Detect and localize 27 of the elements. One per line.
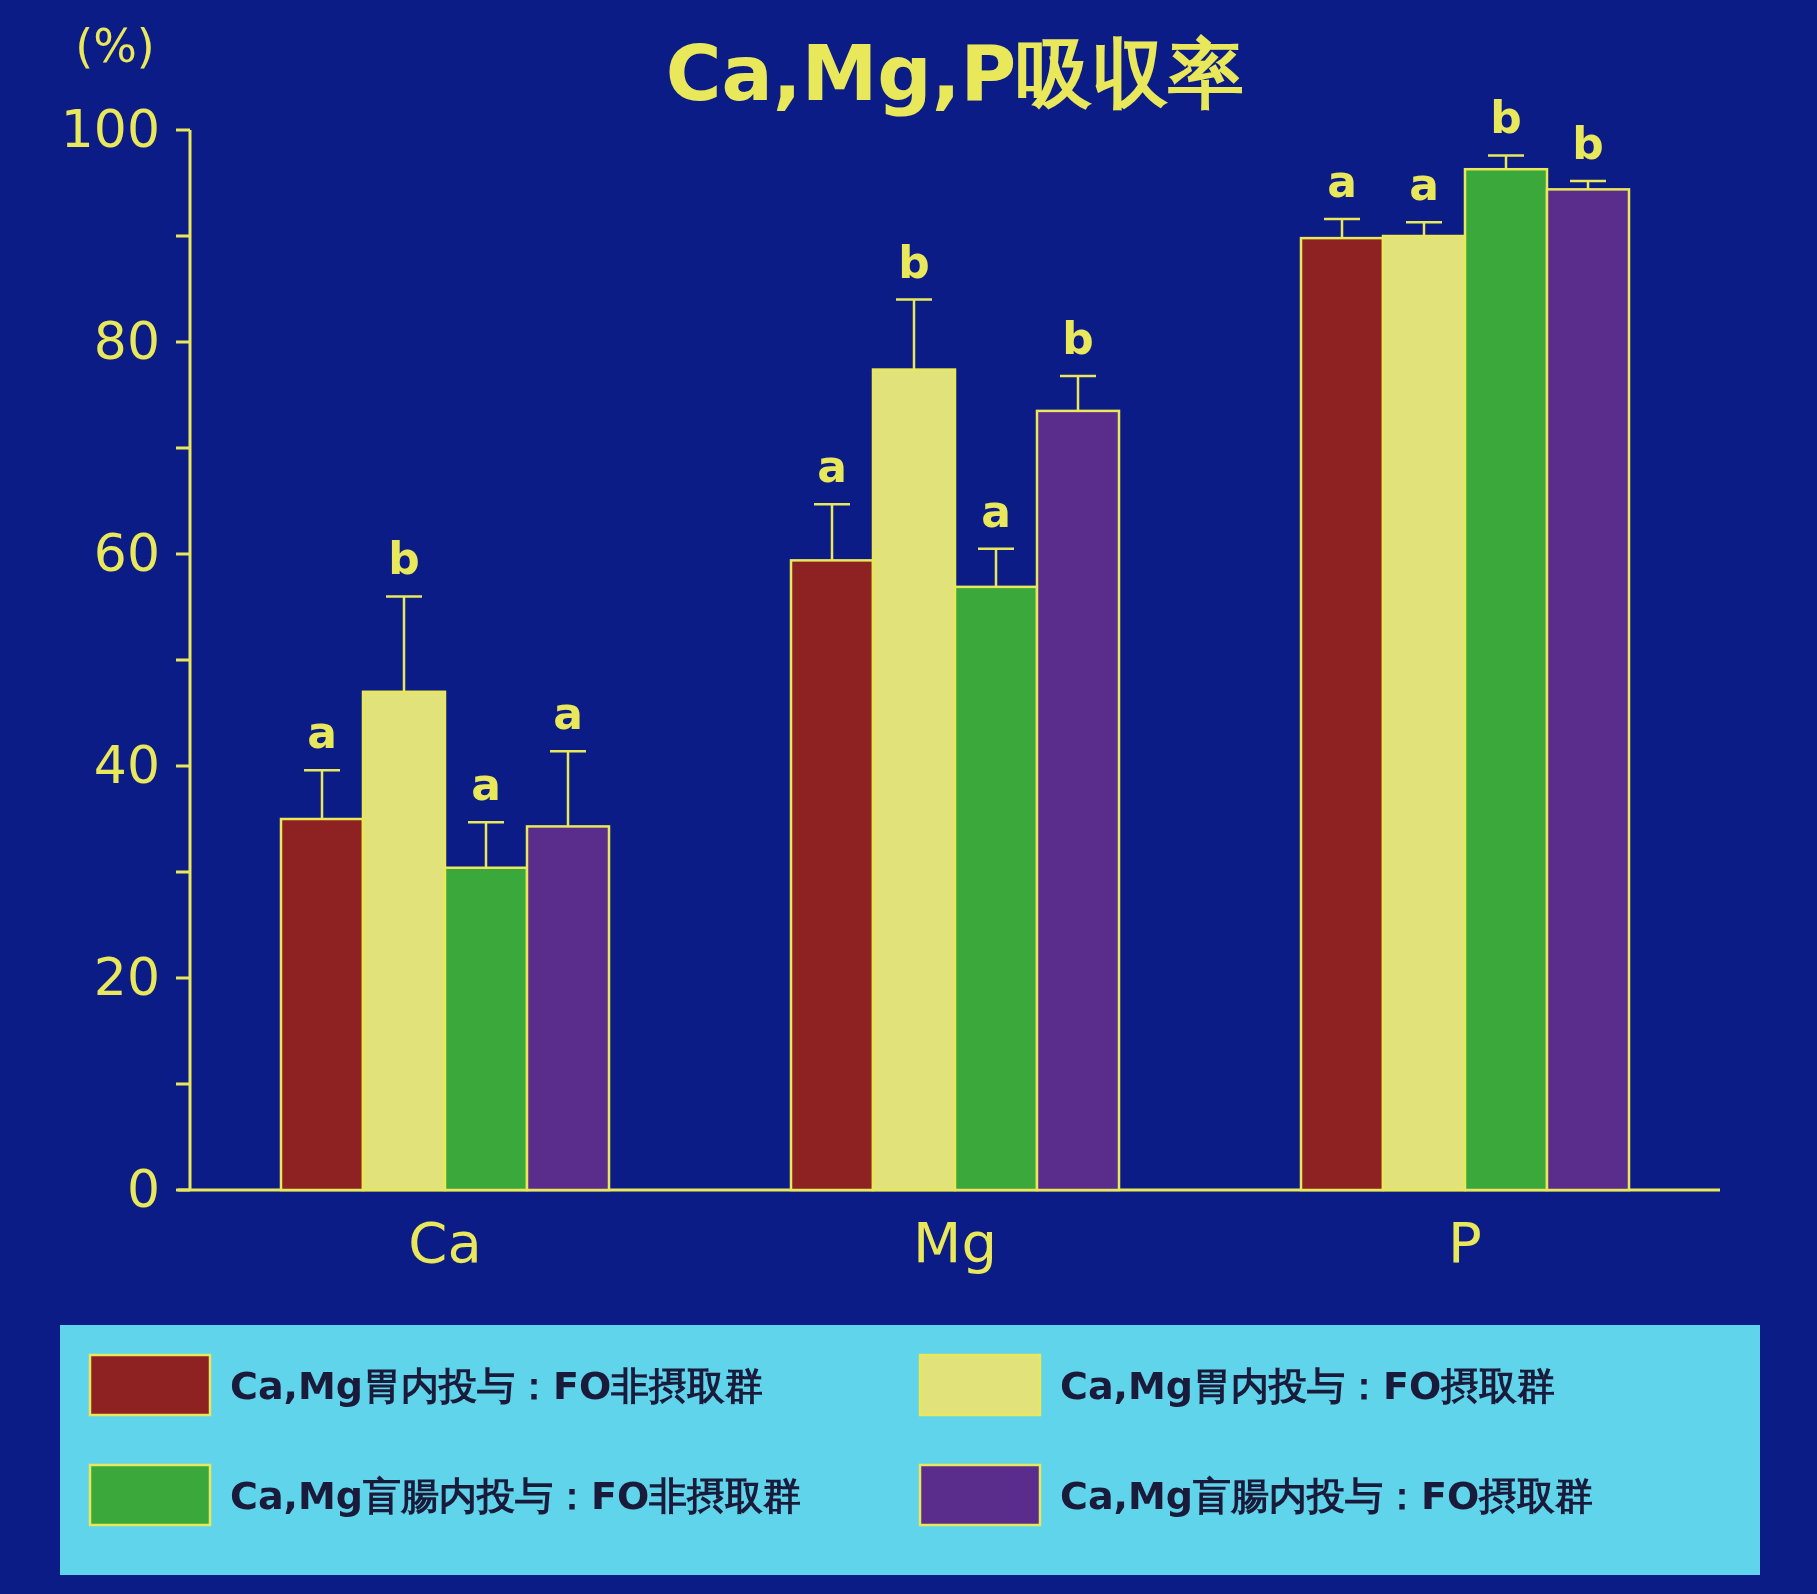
y-tick-label: 40 bbox=[93, 735, 160, 795]
x-tick-label: Mg bbox=[913, 1210, 997, 1275]
data-label: a bbox=[1327, 156, 1357, 208]
data-label: b bbox=[1572, 117, 1604, 169]
y-tick-label: 80 bbox=[93, 311, 160, 371]
legend-label: Ca,Mg盲腸内投与：FO非摂取群 bbox=[230, 1474, 802, 1518]
data-label: a bbox=[817, 441, 847, 493]
data-label: b bbox=[1062, 312, 1094, 364]
legend-label: Ca,Mg胃内投与：FO非摂取群 bbox=[230, 1364, 764, 1408]
data-label: a bbox=[1409, 159, 1439, 211]
y-tick-label: 100 bbox=[60, 99, 160, 159]
data-label: b bbox=[388, 533, 420, 585]
y-axis-title: (%) bbox=[75, 19, 155, 73]
y-tick-label: 60 bbox=[93, 523, 160, 583]
data-label: b bbox=[898, 236, 930, 288]
chart-title: Ca,Mg,P吸収率 bbox=[665, 29, 1245, 118]
x-tick-label: Ca bbox=[408, 1210, 482, 1275]
legend-label: Ca,Mg胃内投与：FO摂取群 bbox=[1060, 1364, 1556, 1408]
data-label: a bbox=[471, 759, 501, 811]
y-tick-label: 0 bbox=[126, 1159, 160, 1219]
data-label: b bbox=[1490, 92, 1522, 144]
x-tick-label: P bbox=[1448, 1210, 1482, 1275]
data-label: a bbox=[307, 707, 337, 759]
data-label: a bbox=[553, 688, 583, 740]
legend-label: Ca,Mg盲腸内投与：FO摂取群 bbox=[1060, 1474, 1594, 1518]
y-tick-label: 20 bbox=[93, 947, 160, 1007]
data-label: a bbox=[981, 485, 1011, 537]
